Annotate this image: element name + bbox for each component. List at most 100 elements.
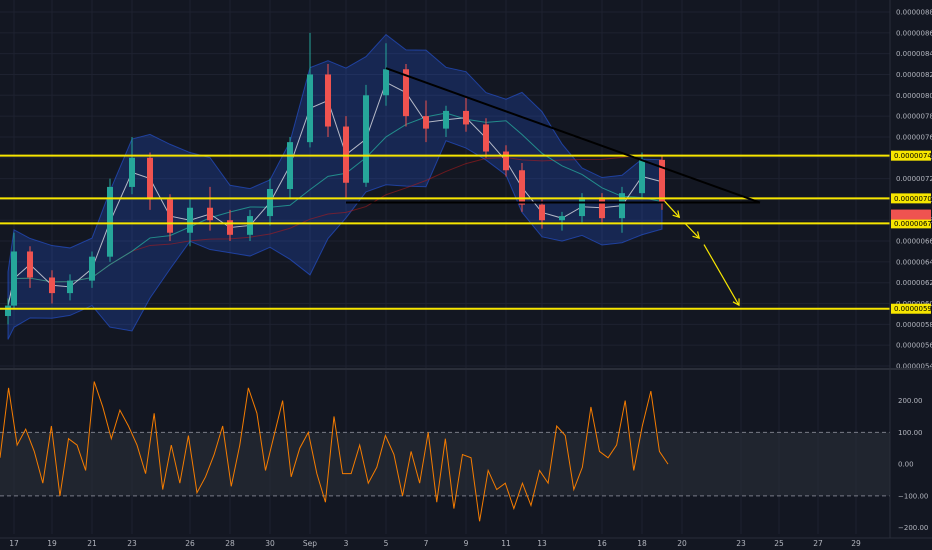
candle bbox=[11, 232, 17, 309]
bollinger-band bbox=[7, 33, 663, 340]
candle bbox=[443, 105, 449, 137]
candle-body bbox=[287, 142, 293, 189]
candle bbox=[423, 100, 429, 143]
candle-body bbox=[383, 69, 389, 96]
candle-body bbox=[49, 277, 55, 294]
candle-body bbox=[325, 74, 331, 127]
candle-body bbox=[187, 207, 193, 233]
candle bbox=[67, 274, 73, 301]
candle-body bbox=[363, 95, 369, 183]
x-tick-label: 28 bbox=[225, 539, 235, 548]
candle bbox=[167, 194, 173, 242]
current-price-marker bbox=[891, 209, 931, 220]
x-tick-label: 18 bbox=[637, 539, 647, 548]
level-label-bg bbox=[891, 303, 931, 314]
candle-body bbox=[167, 199, 173, 233]
candle bbox=[129, 136, 135, 195]
candle bbox=[503, 145, 509, 177]
candle-body bbox=[559, 216, 565, 221]
x-tick-label: 23 bbox=[736, 539, 746, 548]
candle-body bbox=[227, 220, 233, 235]
candle-body bbox=[11, 251, 17, 306]
level-label-bg bbox=[891, 193, 931, 204]
candle bbox=[659, 155, 665, 210]
candle bbox=[287, 136, 293, 200]
candle bbox=[619, 186, 625, 233]
price-labels: 0.00000742 0.00000701 0.00000677 0.00000595 bbox=[891, 150, 932, 314]
candle bbox=[519, 162, 525, 212]
x-tick-label: 23 bbox=[127, 539, 137, 548]
oscillator-panel bbox=[0, 381, 890, 522]
candle-body bbox=[247, 216, 253, 235]
candle bbox=[247, 209, 253, 242]
x-tick-label: Sep bbox=[303, 539, 317, 548]
candle bbox=[463, 97, 469, 132]
level-label: 0.00000677 bbox=[894, 220, 932, 228]
x-tick-label: 9 bbox=[464, 539, 469, 548]
projection-arrowhead bbox=[672, 210, 681, 219]
candle-body bbox=[343, 126, 349, 183]
candle bbox=[383, 43, 389, 106]
x-tick-label: 17 bbox=[9, 539, 19, 548]
candle-body bbox=[599, 197, 605, 219]
candle bbox=[325, 64, 331, 137]
candle-body bbox=[107, 186, 113, 257]
candle-body bbox=[539, 204, 545, 221]
x-tick-label: 5 bbox=[384, 539, 389, 548]
candle-body bbox=[207, 207, 213, 221]
candle bbox=[5, 298, 11, 325]
candle bbox=[483, 118, 489, 158]
x-tick-label: 20 bbox=[677, 539, 687, 548]
candlesticks bbox=[5, 32, 665, 325]
level-label: 0.00000701 bbox=[894, 195, 932, 203]
candle-body bbox=[519, 170, 525, 205]
trend-line bbox=[385, 67, 761, 204]
x-tick-label: 21 bbox=[87, 539, 97, 548]
x-tick-label: 29 bbox=[851, 539, 861, 548]
horizontal-levels bbox=[0, 154, 890, 310]
candle-body bbox=[267, 189, 273, 217]
candle-body bbox=[619, 193, 625, 219]
projection-arrow bbox=[664, 200, 681, 219]
level-label: 0.00000742 bbox=[894, 152, 932, 160]
candle-body bbox=[463, 110, 469, 125]
projection-arrows bbox=[664, 200, 740, 307]
x-tick-label: 26 bbox=[185, 539, 195, 548]
candle bbox=[267, 178, 273, 226]
projection-arrowhead bbox=[732, 298, 740, 307]
x-tick-label: 11 bbox=[501, 539, 511, 548]
candle bbox=[343, 116, 349, 200]
projection-segment bbox=[664, 200, 680, 218]
candle bbox=[559, 211, 565, 231]
x-tick-label: 19 bbox=[47, 539, 57, 548]
x-tick-label: 30 bbox=[265, 539, 275, 548]
candle bbox=[49, 270, 55, 304]
osc-y-tick-label: 100.00 bbox=[898, 429, 923, 437]
x-tick-label: 16 bbox=[597, 539, 607, 548]
projection-segment bbox=[703, 244, 740, 306]
candle bbox=[27, 246, 33, 288]
ma-mid-line bbox=[7, 112, 663, 306]
trend-lines bbox=[346, 67, 761, 204]
candle-body bbox=[503, 151, 509, 171]
x-tick-label: 3 bbox=[344, 539, 349, 548]
candle bbox=[107, 178, 113, 262]
level-label: 0.00000595 bbox=[894, 305, 932, 313]
candle bbox=[363, 84, 369, 187]
candle-body bbox=[403, 69, 409, 117]
candle-body bbox=[5, 305, 11, 317]
candle-body bbox=[307, 74, 313, 143]
x-tick-label: 7 bbox=[424, 539, 429, 548]
projection-segment bbox=[684, 222, 700, 239]
